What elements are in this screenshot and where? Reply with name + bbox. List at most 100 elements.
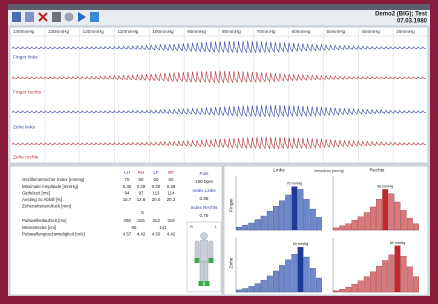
axis-label: Messdruck [mmHg] [314, 169, 343, 173]
histogram-bar [298, 247, 304, 292]
cell: 60 [154, 177, 159, 182]
histogram-bar [261, 216, 267, 230]
row-label: Zehenarteriendruck [mm] [22, 204, 71, 209]
arm [195, 241, 199, 259]
summary-index-left: 0.86 [200, 196, 209, 201]
hand [209, 258, 214, 263]
cell: 97 [139, 190, 144, 195]
track-label: Finger links [13, 54, 38, 60]
cell: 0.30 [152, 184, 161, 189]
summary-pulse: 100 bpm [195, 179, 213, 184]
scale-label: 120mmHg [83, 29, 105, 34]
histogram-bar [376, 199, 382, 230]
leg [200, 262, 204, 282]
foot [199, 281, 204, 286]
app: Demo2 (BIG); Test 07.03.1980 140mmHg130m… [0, 0, 438, 304]
histogram-bar [389, 255, 395, 292]
histogram-bar [285, 195, 291, 230]
scale-label: 80mmHg [222, 29, 241, 34]
row-label: Gipfelzeit [ms] [22, 190, 50, 195]
cell: 60 [169, 177, 174, 182]
histogram-bar [395, 246, 401, 292]
cell: 70 [125, 177, 130, 182]
histogram-bar [310, 209, 316, 230]
peak-label: 70 mmHg [287, 182, 303, 186]
histogram-bar [370, 272, 376, 292]
histogram-bar [255, 284, 261, 292]
histogram-bar [370, 207, 376, 230]
histogram-bar [298, 189, 304, 230]
track-label: Zehe rechts [13, 154, 39, 160]
scale-label: 110mmHg [118, 29, 139, 34]
arm [209, 241, 213, 259]
cell: 94 [125, 190, 130, 195]
histogram-bar [413, 224, 419, 230]
histogram-bar [401, 210, 407, 230]
cell: 0.28 [137, 184, 146, 189]
icon[interactable] [52, 12, 61, 22]
histogram-bar [358, 217, 364, 230]
cell: 141 [159, 225, 167, 230]
column-header: LH [124, 170, 130, 175]
foot [205, 281, 210, 286]
histogram-bar [389, 194, 395, 230]
histogram-bar [279, 201, 285, 230]
histogram-bar [236, 227, 242, 230]
histogram-bar [285, 260, 291, 292]
histogram-bar [292, 254, 298, 292]
scale-label: 50mmHg [327, 29, 346, 34]
histogram-bar [292, 187, 298, 230]
marker: S [141, 210, 144, 215]
histogram-bar [346, 224, 352, 230]
histogram-bar [316, 217, 322, 230]
histogram-bar [352, 220, 358, 230]
column-header: RH [138, 170, 145, 175]
histogram-bar [273, 206, 279, 230]
histogram-bar [413, 277, 419, 292]
histogram-bar [236, 290, 242, 292]
cell: 4.42 [137, 231, 146, 236]
scale-label: 90mmHg [187, 29, 206, 34]
scale-label: 40mmHg [361, 29, 380, 34]
side-label: R [190, 224, 193, 229]
histogram-bar [339, 289, 345, 292]
cell: 12.6 [137, 197, 146, 202]
peak-label: 60 mmHg [390, 241, 406, 245]
histogram-bar [267, 211, 273, 230]
row-label: Oszillometrischer Index [mmHg] [22, 177, 84, 182]
summary-pulse-label: Puls [200, 171, 210, 176]
histogram-bar [273, 271, 279, 292]
icon[interactable] [25, 12, 34, 22]
icon[interactable] [12, 12, 21, 22]
scale-label: 30mmHg [396, 29, 415, 34]
track-label: Zehe links [13, 124, 35, 130]
column-title: Rechts [370, 167, 386, 173]
histogram-bar [352, 284, 358, 292]
histogram-bar [304, 257, 310, 292]
histogram-bar [267, 276, 273, 292]
row-label: Anstieg zu Abfall [%] [22, 197, 62, 202]
column-header: LF [153, 170, 159, 175]
cell: 20.2 [167, 197, 176, 202]
scale-label: 60mmHg [292, 29, 311, 34]
peak-label: 60 mmHg [293, 242, 309, 246]
date: 07.03.1980 [397, 19, 428, 25]
cell: 95 [132, 225, 137, 230]
histogram-bar [255, 220, 261, 231]
histogram-bar [316, 278, 322, 292]
cell: 313 [152, 218, 160, 223]
cell: 114 [168, 190, 176, 195]
cell: 215 [137, 218, 145, 223]
histogram-bar [261, 280, 267, 292]
histogram-bar [364, 277, 370, 292]
scale-label: 70mmHg [257, 29, 276, 34]
cell: 4.50 [152, 231, 161, 236]
hand [195, 258, 200, 263]
histogram-bar [364, 213, 370, 231]
histogram-bar [279, 265, 285, 292]
title-bar [8, 4, 430, 10]
histogram-bar [346, 287, 352, 292]
row-label: Pulswellenlaufzeit [ms] [22, 218, 66, 223]
icon[interactable] [65, 13, 74, 22]
icon[interactable] [90, 12, 99, 22]
